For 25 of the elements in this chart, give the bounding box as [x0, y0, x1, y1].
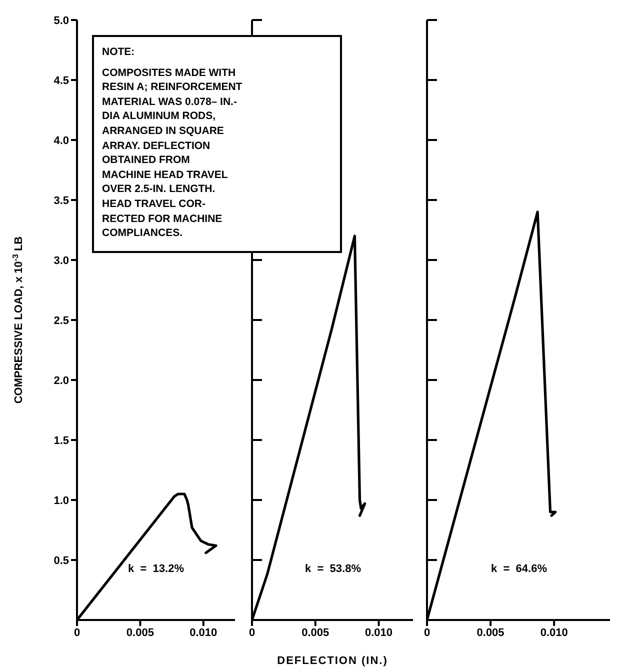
- annotation: k = 53.8%: [304, 563, 362, 575]
- y-tick-label: 4.0: [54, 134, 69, 147]
- x-tick-label: 0.010: [540, 626, 568, 639]
- y-tick-label: 0.5: [54, 554, 69, 567]
- y-tick-label: 1.0: [54, 494, 69, 507]
- annotation: k = 64.6%: [490, 563, 548, 575]
- x-axis-title: DEFLECTION (IN.): [277, 655, 388, 667]
- x-tick-label: 0.005: [302, 626, 330, 639]
- x-tick-label: 0.005: [476, 626, 504, 639]
- y-tick-label: 3.5: [54, 194, 69, 207]
- y-tick-label: 2.0: [54, 374, 69, 387]
- y-tick-label: 1.5: [54, 434, 69, 447]
- y-tick-label: 4.5: [54, 74, 69, 87]
- x-tick-label: 0: [424, 626, 430, 639]
- y-tick-label: 2.5: [54, 314, 69, 327]
- note-box: NOTE: COMPOSITES MADE WITH RESIN A; REINFORCEMENT MATERIAL WAS 0.078– IN.- DIA ALUMINUM RODS, ARRANGED IN SQUARE ARRAY. DEFLECTION OBTAINED FROM MACHINE HEAD TRAVEL OVER 2.5-IN. LENGTH. HEAD TRAVEL COR- RECTED FOR MACHINE COMPLIANCES.: [92, 35, 342, 253]
- y-tick-label: 5.0: [54, 14, 69, 27]
- y-tick-label: 3.0: [54, 254, 69, 267]
- x-tick-label: 0.010: [365, 626, 393, 639]
- x-tick-label: 0: [74, 626, 80, 639]
- annotation: NOTE:: [102, 45, 136, 60]
- x-tick-label: 0: [248, 626, 256, 639]
- x-tick-label: 0.005: [126, 626, 154, 639]
- x-tick-label: 0.010: [190, 626, 218, 639]
- annotation: k = 13.2%: [127, 563, 185, 575]
